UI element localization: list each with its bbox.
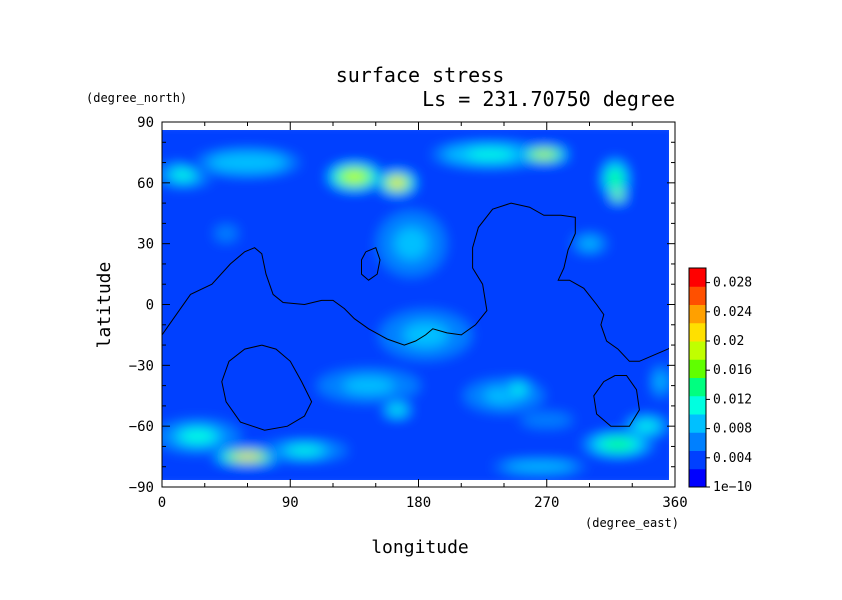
stress-feature xyxy=(342,377,395,394)
stress-feature xyxy=(529,415,564,425)
colorbar-segment xyxy=(689,432,706,451)
x-tick-label: 360 xyxy=(662,495,687,511)
y-axis-label: latitude xyxy=(94,262,115,349)
x-tick-label: 180 xyxy=(406,495,431,511)
stress-feature xyxy=(656,373,666,390)
contour-line xyxy=(593,375,640,427)
colorbar-frame xyxy=(688,267,707,488)
colorbar-tick-label: 0.008 xyxy=(713,422,752,437)
stress-feature xyxy=(614,191,622,199)
colorbar-tick-label: 1e−10 xyxy=(713,480,752,495)
colorbar-segment xyxy=(689,395,706,415)
chart-subtitle: Ls = 231.70750 degree xyxy=(422,87,675,111)
stress-feature xyxy=(466,149,513,160)
stress-feature xyxy=(171,169,195,180)
colorbar-tick-label: 0.024 xyxy=(713,305,752,320)
stress-feature xyxy=(609,170,621,187)
stress-field xyxy=(162,130,669,480)
colorbar-segment xyxy=(689,414,706,433)
colorbar-segment xyxy=(689,341,706,360)
chart-title: surface stress xyxy=(336,63,505,87)
colorbar-segment xyxy=(689,450,706,470)
colorbar-segment xyxy=(689,268,706,287)
stress-feature xyxy=(389,177,406,188)
colorbar-segment xyxy=(689,468,706,488)
y-tick-label: 0 xyxy=(146,298,154,314)
x-tick-label: 0 xyxy=(158,495,166,511)
stress-feature xyxy=(512,385,524,394)
stress-feature xyxy=(637,422,656,431)
x-tick-label: 270 xyxy=(534,495,559,511)
x-tick-label: 90 xyxy=(282,495,299,511)
y-tick-label: −60 xyxy=(129,419,154,435)
stress-feature xyxy=(394,227,429,260)
colorbar-tick-label: 0.016 xyxy=(713,363,752,378)
colorbar: 1e−10 0.004 0.008 0.012 0.016 0.02 0.024 0.028 xyxy=(688,267,752,495)
stress-feature xyxy=(603,439,633,450)
colorbar-segment xyxy=(689,286,706,305)
coastline-contours xyxy=(162,202,669,431)
colorbar-segment xyxy=(689,359,706,378)
stress-feature xyxy=(221,156,274,170)
field-blur-group xyxy=(162,130,669,480)
y-tick-label: 90 xyxy=(137,115,154,131)
stress-feature xyxy=(391,406,403,414)
contour-line xyxy=(361,247,381,281)
y-tick-label: 30 xyxy=(137,237,154,253)
y-tick-label: 60 xyxy=(137,176,154,192)
y-units-label: (degree_north) xyxy=(86,91,187,105)
colorbar-tick-label: 0.012 xyxy=(713,392,752,407)
colorbar-tick-label: 0.028 xyxy=(713,276,752,291)
y-tick-label: −30 xyxy=(129,358,154,374)
stress-feature xyxy=(580,238,599,249)
stress-feature xyxy=(516,463,563,470)
colorbar-tick-label: 0.02 xyxy=(713,334,744,349)
stress-feature xyxy=(342,171,366,183)
x-units-label: (degree_east) xyxy=(585,516,679,530)
stress-feature xyxy=(533,151,555,158)
stress-feature xyxy=(287,446,322,455)
axis-ticks: 0 90 180 270 360 90 60 30 0 −30 −60 −90 xyxy=(129,115,688,511)
y-tick-label: −90 xyxy=(129,480,154,496)
stress-feature xyxy=(180,429,215,443)
contour-line xyxy=(221,344,313,431)
colorbar-segment xyxy=(689,322,706,342)
contour-line xyxy=(162,202,669,362)
stress-feature xyxy=(220,229,232,238)
colorbar-tick-label: 0.004 xyxy=(713,451,752,466)
colorbar-segment xyxy=(689,304,706,324)
x-axis-label: longitude xyxy=(371,537,469,558)
stress-feature xyxy=(233,453,262,460)
colorbar-segment xyxy=(689,377,706,397)
